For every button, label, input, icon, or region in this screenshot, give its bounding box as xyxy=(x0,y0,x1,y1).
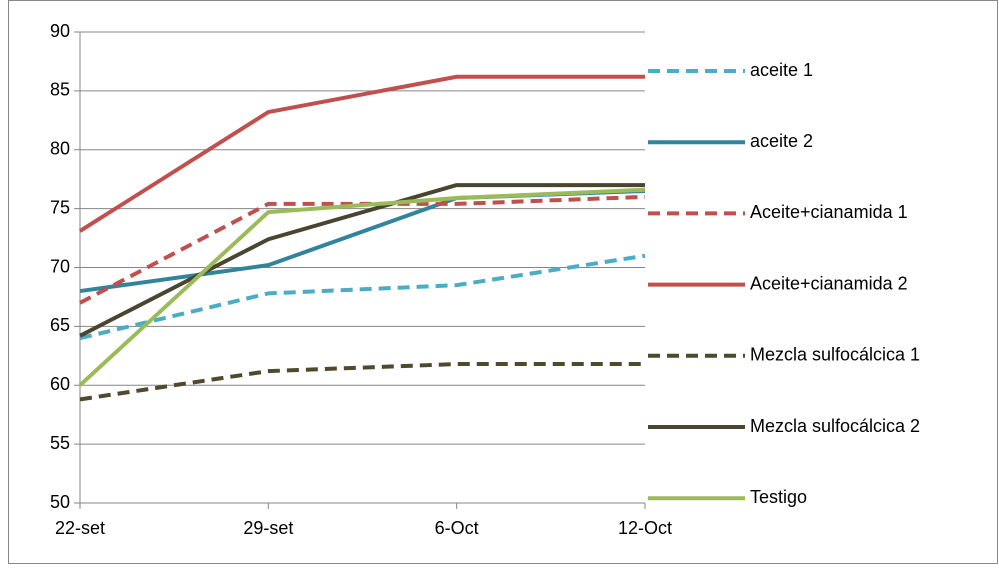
series-line xyxy=(79,362,645,402)
legend-label: Mezcla sulfocálcica 1 xyxy=(750,345,920,365)
series-line xyxy=(79,183,645,338)
legend-label: Mezcla sulfocálcica 2 xyxy=(750,416,920,436)
y-tick-label: 75 xyxy=(50,197,70,217)
x-tick-label: 22-set xyxy=(55,518,105,538)
legend-label: Testigo xyxy=(750,487,807,507)
y-tick-label: 50 xyxy=(50,492,70,512)
series-line xyxy=(78,187,646,387)
y-tick-label: 70 xyxy=(50,256,70,276)
x-tick-label: 12-Oct xyxy=(618,518,672,538)
legend-label: aceite 2 xyxy=(750,131,813,151)
y-tick-label: 60 xyxy=(50,374,70,394)
y-tick-label: 55 xyxy=(50,433,70,453)
y-tick-label: 85 xyxy=(50,80,70,100)
x-tick-label: 6-Oct xyxy=(435,518,479,538)
x-tick-label: 29-set xyxy=(243,518,293,538)
y-tick-label: 90 xyxy=(50,21,70,41)
chart-border xyxy=(8,0,998,564)
series-line xyxy=(79,253,646,341)
legend-label: Aceite+cianamida 1 xyxy=(750,202,908,222)
legend-label: Aceite+cianamida 2 xyxy=(750,273,908,293)
legend-label: aceite 1 xyxy=(750,60,813,80)
series-line xyxy=(78,74,645,233)
y-tick-label: 80 xyxy=(50,139,70,159)
y-tick-label: 65 xyxy=(50,315,70,335)
